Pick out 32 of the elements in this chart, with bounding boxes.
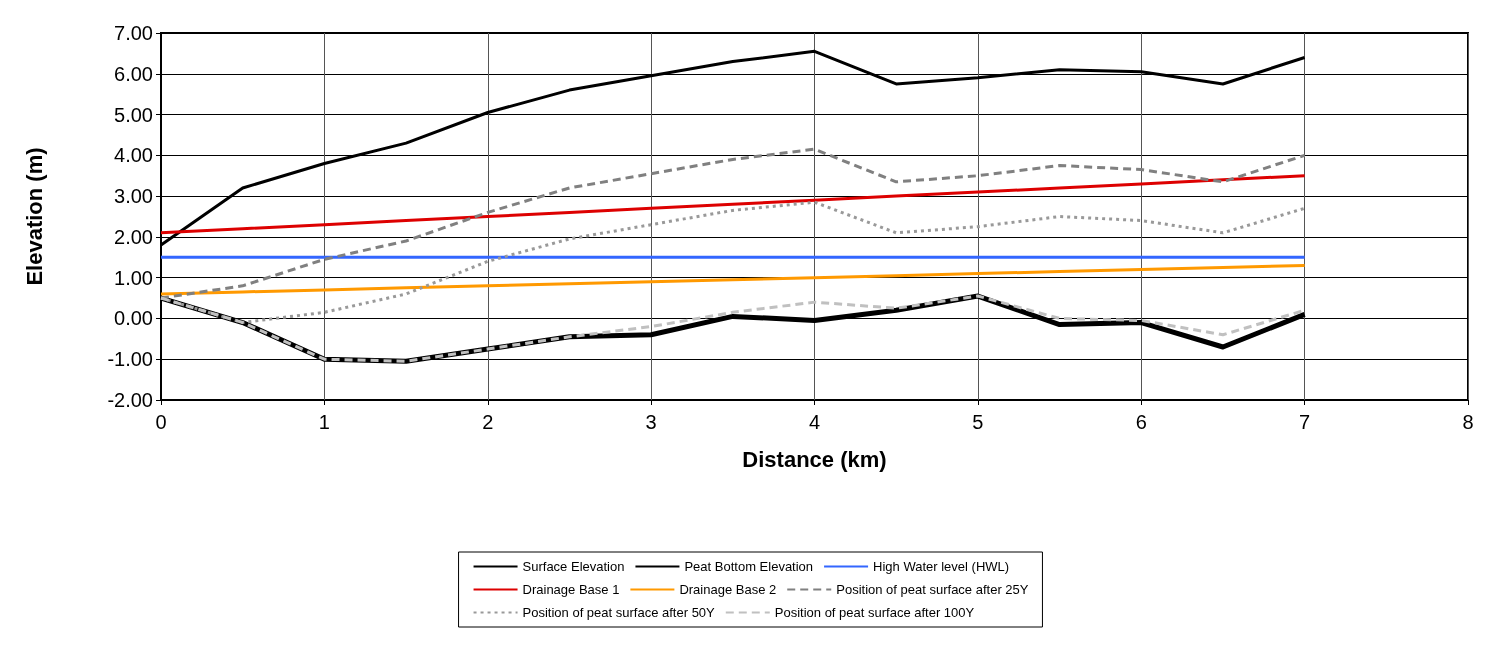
x-tick-label: 7 (1299, 411, 1311, 433)
y-tick-label: 2.00 (114, 225, 153, 248)
x-tick-label: 4 (808, 411, 821, 433)
legend-label: Position of peat surface after 25Y (836, 582, 1029, 597)
x-tick-label: 0 (155, 411, 167, 433)
legend-label: Surface Elevation (522, 559, 625, 574)
x-tick-label: 3 (645, 411, 657, 433)
legend-label: Drainage Base 1 (522, 582, 620, 597)
legend-label: Position of peat surface after 100Y (774, 605, 975, 620)
legend-label: Position of peat surface after 50Y (522, 605, 716, 620)
x-tick-label: 6 (1135, 411, 1147, 433)
x-tick-label: 8 (1462, 411, 1474, 433)
y-tick-label: 1.00 (114, 266, 153, 289)
line-series (159, 147, 1307, 300)
x-tick-label: 5 (972, 411, 984, 433)
x-axis-title: Distance (km) (742, 446, 887, 472)
legend-label: High Water level (HWL) (873, 559, 1010, 574)
y-tick-label: 7.00 (114, 22, 153, 44)
x-tick-label: 2 (482, 411, 494, 433)
x-tick-label: 1 (318, 411, 330, 433)
y-tick-label: 6.00 (114, 62, 153, 85)
legend-label: Drainage Base 2 (679, 582, 777, 597)
line-series (159, 263, 1307, 296)
y-tick-label: 3.00 (114, 185, 153, 208)
y-tick-label: -1.00 (107, 348, 153, 371)
line-series (159, 174, 1307, 235)
y-tick-label: 5.00 (114, 103, 153, 126)
y-axis-title: Elevation (m) (21, 147, 47, 286)
legend-label: Peat Bottom Elevation (684, 559, 814, 574)
y-tick-label: 0.00 (114, 307, 153, 330)
y-tick-label: -2.00 (107, 389, 153, 411)
y-tick-label: 4.00 (114, 144, 153, 167)
